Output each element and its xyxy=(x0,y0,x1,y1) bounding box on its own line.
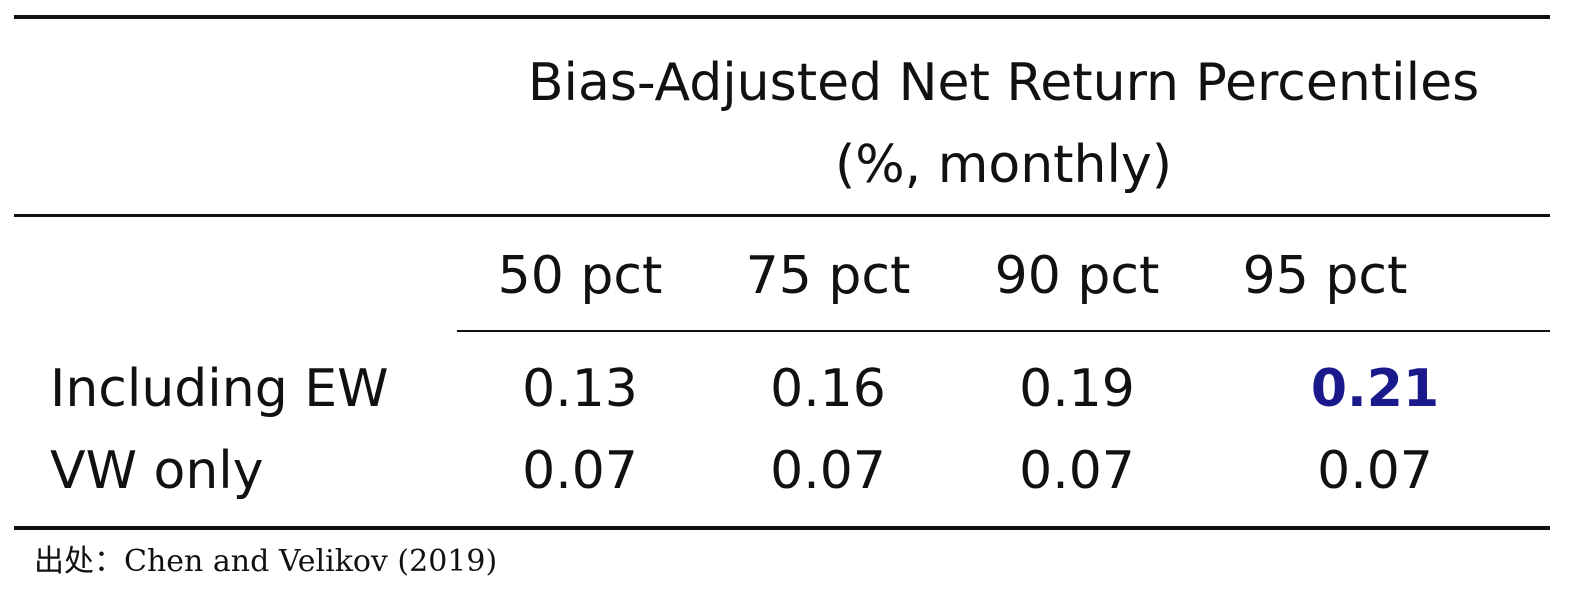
column-header-95-pct: 95 pct xyxy=(1242,246,1408,306)
cell-vw-only-75: 0.07 xyxy=(770,441,886,501)
column-header-rule xyxy=(457,330,1550,332)
column-header-90-pct: 90 pct xyxy=(994,246,1160,306)
row-label-vw-only: VW only xyxy=(50,441,264,501)
header-line-1: Bias-Adjusted Net Return Percentiles xyxy=(527,53,1480,113)
mid-rule xyxy=(14,214,1550,217)
top-rule xyxy=(14,15,1550,19)
cell-including-ew-90: 0.19 xyxy=(1019,359,1135,419)
cell-vw-only-95: 0.07 xyxy=(1317,441,1433,501)
header-line-2: (%, monthly) xyxy=(834,135,1173,195)
row-label-including-ew: Including EW xyxy=(50,359,389,419)
table-header-title: Bias-Adjusted Net Return Percentiles (%,… xyxy=(457,42,1550,206)
bottom-rule xyxy=(14,526,1550,530)
cell-including-ew-95-highlighted: 0.21 xyxy=(1310,359,1440,419)
cell-vw-only-50: 0.07 xyxy=(522,441,638,501)
column-header-50-pct: 50 pct xyxy=(497,246,663,306)
cell-including-ew-75: 0.16 xyxy=(770,359,886,419)
source-citation: 出处：Chen and Velikov (2019) xyxy=(34,544,498,579)
cell-including-ew-50: 0.13 xyxy=(522,359,638,419)
column-header-75-pct: 75 pct xyxy=(745,246,911,306)
cell-vw-only-90: 0.07 xyxy=(1019,441,1135,501)
